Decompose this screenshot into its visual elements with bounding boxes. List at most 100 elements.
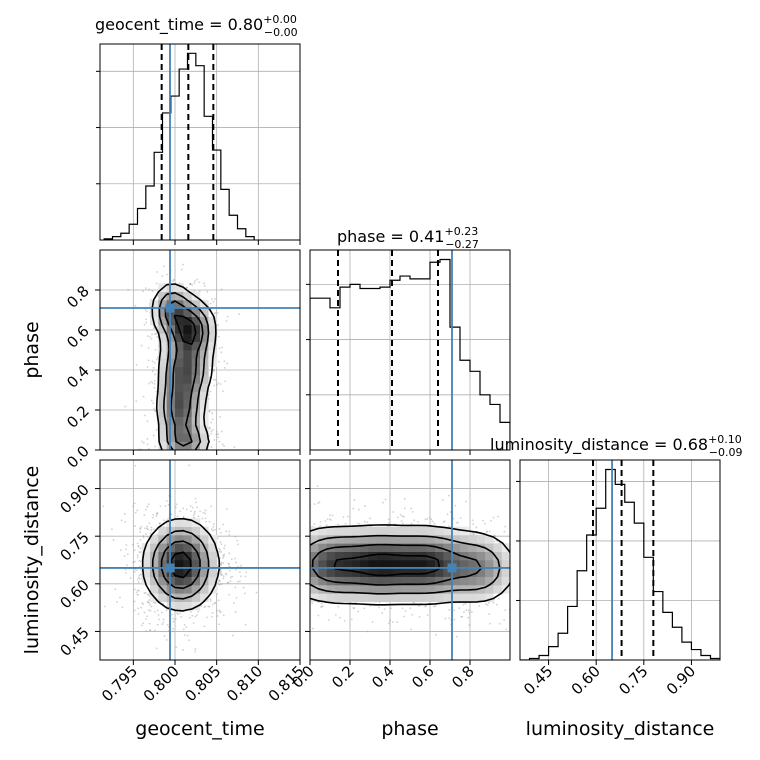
density-cell — [501, 560, 510, 569]
density-cell — [485, 585, 494, 594]
sample-point — [454, 504, 457, 507]
sample-point — [166, 500, 168, 502]
density-cell — [385, 543, 394, 552]
sample-point — [222, 575, 225, 578]
sample-point — [465, 609, 468, 612]
sample-point — [162, 621, 165, 624]
sample-point — [166, 456, 168, 458]
sample-point — [306, 587, 308, 589]
density-cell — [435, 585, 444, 594]
sample-point — [230, 576, 232, 579]
density-cell — [426, 526, 436, 536]
sample-point — [489, 622, 491, 625]
density-cell — [451, 568, 461, 577]
sample-point — [136, 554, 139, 557]
density-cell — [175, 341, 184, 351]
sample-point — [488, 602, 490, 604]
sample-point — [137, 607, 140, 610]
density-cell — [200, 325, 209, 334]
sample-point — [213, 602, 216, 605]
density-cell — [318, 543, 327, 552]
sample-point — [198, 281, 201, 284]
sample-point — [152, 366, 155, 369]
sample-point — [146, 525, 149, 528]
density-cell — [476, 576, 486, 586]
density-cell — [476, 585, 486, 594]
sample-point — [168, 457, 170, 459]
sample-point — [204, 512, 206, 515]
sample-point — [156, 336, 159, 338]
density-cell — [360, 585, 369, 594]
density-cell — [158, 408, 167, 417]
sample-point — [141, 624, 143, 627]
sample-point — [219, 541, 222, 543]
density-cell — [175, 441, 184, 450]
sample-point — [155, 515, 158, 517]
density-cell — [418, 560, 427, 569]
sample-point — [185, 286, 188, 289]
sample-point — [529, 592, 531, 594]
sample-point — [147, 593, 149, 596]
sample-point — [231, 634, 234, 637]
density-cell — [183, 341, 192, 351]
sample-point — [144, 414, 147, 417]
sample-point — [222, 554, 225, 557]
sample-point — [448, 617, 450, 620]
sample-point — [138, 577, 141, 580]
density-cell — [435, 526, 444, 536]
sample-point — [497, 597, 500, 600]
sample-point — [228, 563, 230, 566]
sample-point — [217, 433, 219, 435]
sample-point — [133, 588, 136, 591]
density-cell — [183, 518, 192, 527]
density-cell — [476, 551, 486, 561]
sample-point — [470, 611, 473, 613]
density-cell — [200, 551, 209, 561]
sample-point — [432, 605, 435, 608]
sample-point — [461, 615, 464, 618]
sample-point — [462, 603, 465, 606]
x-axis-label-geocent-time: geocent_time — [135, 718, 264, 740]
sample-point — [148, 622, 151, 625]
density-cell — [183, 543, 192, 552]
density-cell — [493, 551, 502, 561]
sample-point — [337, 605, 340, 608]
density-cell — [200, 560, 209, 569]
sample-point — [200, 450, 202, 452]
histogram-luminosity_distance — [520, 468, 720, 660]
sample-point — [140, 573, 142, 576]
density-cell — [191, 433, 201, 442]
sample-point — [115, 600, 118, 603]
density-cell — [175, 416, 184, 426]
sample-point — [304, 550, 306, 552]
density-cell — [451, 526, 461, 536]
x-tick-label: 0.60 — [568, 662, 604, 698]
sample-point — [195, 614, 198, 617]
sample-point — [430, 518, 433, 521]
sample-point — [285, 576, 287, 578]
density-cell — [343, 568, 352, 577]
sample-point — [208, 434, 211, 437]
sample-point — [139, 531, 142, 533]
title-phase: phase = 0.41+0.23 −0.27 — [337, 225, 479, 251]
sample-point — [189, 610, 192, 613]
x-tick-label: 0.4 — [368, 662, 398, 692]
sample-point — [290, 597, 292, 599]
sample-point — [234, 557, 236, 560]
sample-point — [152, 402, 155, 405]
sample-point — [123, 512, 126, 515]
density-cell — [200, 433, 209, 442]
sample-point — [357, 522, 360, 525]
density-cell — [150, 576, 159, 586]
density-cell — [166, 358, 176, 367]
sample-point — [137, 545, 140, 547]
sample-point — [209, 390, 212, 393]
density-cell — [460, 543, 469, 552]
sample-point — [311, 602, 313, 605]
sample-point — [387, 518, 390, 521]
density-cell — [175, 383, 184, 392]
density-cells — [310, 526, 510, 602]
sample-point — [225, 573, 228, 576]
density-cell — [318, 593, 327, 602]
sample-point — [149, 380, 152, 383]
